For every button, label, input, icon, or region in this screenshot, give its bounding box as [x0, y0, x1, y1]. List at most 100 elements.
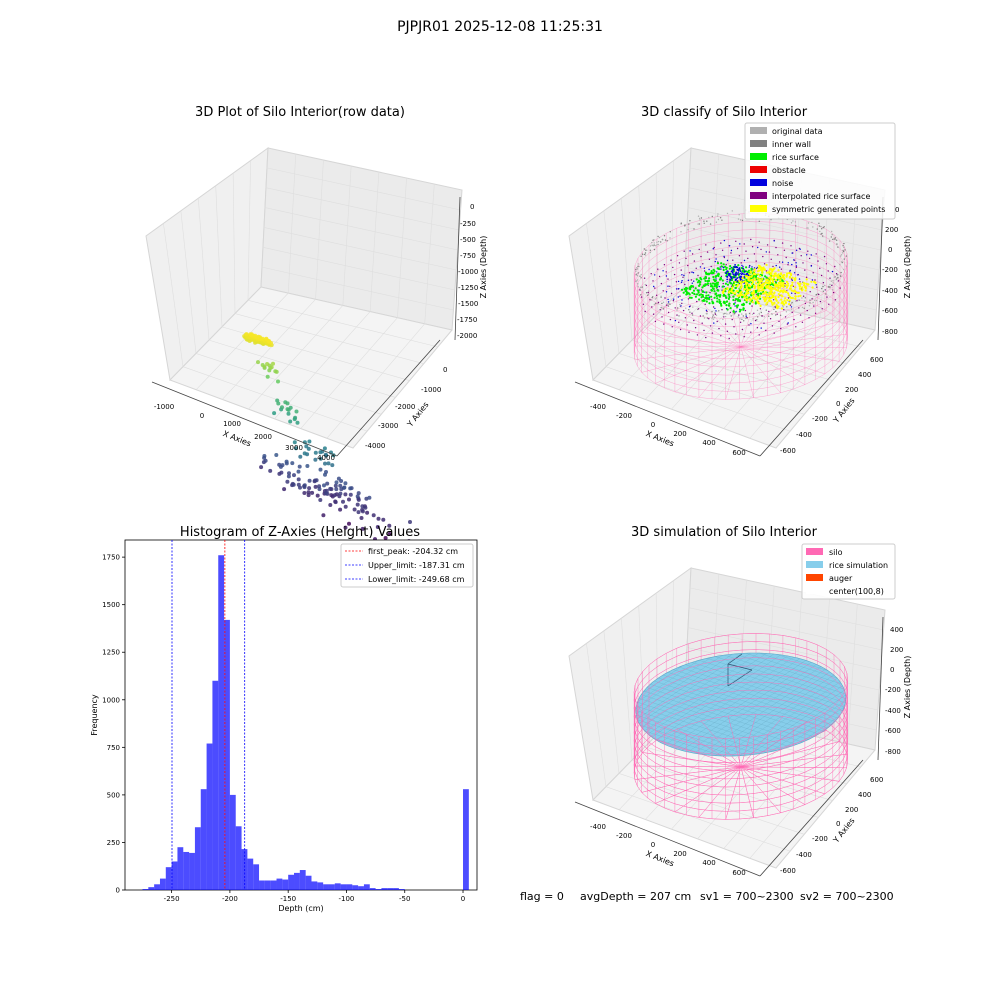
- raw-data-point: [321, 513, 326, 518]
- classify-symmetric-point: [758, 278, 761, 281]
- raw-data-point: [288, 419, 293, 424]
- classify-interpolated-point: [828, 303, 830, 305]
- classify-symmetric-point: [760, 286, 763, 289]
- classify-interpolated-point: [667, 278, 669, 280]
- classify-interpolated-point: [665, 271, 667, 273]
- raw-data-point: [265, 362, 270, 366]
- classify-interpolated-point: [710, 265, 712, 268]
- histogram-plot-area: [124, 539, 478, 891]
- raw-y-tick: -1000: [421, 386, 441, 394]
- classify-interpolated-point: [711, 299, 713, 301]
- histogram-bar: [154, 884, 160, 890]
- raw-data-point: [307, 478, 312, 483]
- classify-interpolated-point: [655, 294, 658, 296]
- histogram-bar: [398, 889, 405, 890]
- classify-wall-point: [715, 221, 718, 223]
- classify-interpolated-point: [746, 317, 748, 319]
- raw-data-point: [336, 476, 341, 481]
- classify-noise-point: [741, 272, 744, 275]
- histogram-x-tick-label: -200: [222, 895, 238, 903]
- classify-interpolated-point: [679, 328, 682, 331]
- classify-noise-point: [653, 285, 655, 288]
- classify-interpolated-point: [688, 331, 690, 333]
- classify-interpolated-point: [735, 333, 737, 335]
- classify-wall-point: [635, 280, 637, 283]
- classify-noise-point: [743, 276, 746, 278]
- legend-label: silo: [829, 548, 843, 557]
- classify-interpolated-point: [796, 300, 798, 302]
- classify-wall-point: [652, 296, 654, 298]
- classify-symmetric-point: [766, 296, 769, 299]
- classify-symmetric-point: [781, 284, 784, 287]
- classify-wall-point: [705, 312, 708, 315]
- classify-interpolated-point: [652, 313, 655, 315]
- classify-noise-point: [798, 278, 801, 280]
- classify-interpolated-point: [672, 300, 675, 302]
- classify-wall-point: [641, 286, 643, 288]
- classify-interpolated-point: [695, 267, 697, 269]
- classify-wall-point: [839, 255, 842, 257]
- simulation-z-tick: -800: [885, 748, 901, 756]
- classify-symmetric-point: [739, 294, 742, 297]
- classify-wall-point: [841, 252, 844, 254]
- histogram-legend: first_peak: -204.32 cm Upper_limit: -187…: [340, 543, 474, 588]
- classify-symmetric-point: [730, 288, 733, 291]
- classify-wall-point: [637, 272, 639, 274]
- silo-floor-spoke: [700, 300, 742, 348]
- classify-noise-point: [725, 272, 727, 274]
- classify-panel-title: 3D classify of Silo Interior: [641, 105, 808, 120]
- classify-wall-point: [765, 309, 767, 311]
- classify-rice-point: [732, 298, 735, 302]
- classify-noise-point: [674, 319, 677, 322]
- classify-rice-point: [708, 277, 711, 280]
- classify-noise-point: [831, 270, 834, 273]
- histogram-bar: [183, 851, 190, 890]
- classify-interpolated-point: [726, 330, 729, 332]
- simulation-z-tick: -400: [885, 707, 901, 715]
- legend-label: first_peak: -204.32 cm: [368, 547, 458, 556]
- wall-gridline: [586, 643, 607, 787]
- simulation-x-tick: 0: [651, 841, 655, 849]
- classify-interpolated-point: [721, 249, 724, 251]
- classify-interpolated-point: [778, 261, 781, 263]
- classify-rice-point: [729, 307, 732, 310]
- classify-wall-point: [721, 219, 723, 221]
- classify-wall-point: [669, 303, 671, 305]
- classify-symmetric-point: [772, 292, 776, 295]
- classify-rice-point: [716, 297, 719, 300]
- raw-x-tick: -1000: [154, 403, 174, 411]
- classify-noise-point: [736, 268, 739, 271]
- classify-wall-point: [649, 245, 652, 247]
- classify-rice-point: [712, 271, 715, 275]
- classify-wall-point: [711, 311, 713, 313]
- classify-wall-point: [654, 298, 656, 300]
- classify-interpolated-point: [775, 246, 777, 249]
- classify-wall-point: [679, 303, 681, 306]
- raw-data-point: [328, 486, 333, 491]
- classify-wall-point: [677, 307, 679, 309]
- classify-wall-point: [702, 315, 704, 317]
- classify-interpolated-point: [711, 332, 714, 334]
- classify-rice-point: [722, 268, 725, 272]
- raw-data-point: [318, 498, 323, 502]
- classify-symmetric-point: [784, 284, 788, 287]
- classify-wall-point: [819, 230, 821, 233]
- classify-symmetric-point: [740, 284, 743, 287]
- raw-data-point: [295, 420, 300, 425]
- histogram-bar: [177, 847, 184, 890]
- classify-z-tick-top: 0: [895, 206, 899, 214]
- classify-wall-point: [840, 275, 842, 277]
- classify-wall-point: [647, 290, 650, 292]
- classify-rice-point: [729, 265, 732, 268]
- classify-interpolated-point: [720, 242, 722, 244]
- legend-label: original data: [772, 127, 823, 136]
- classify-symmetric-point: [774, 297, 777, 300]
- raw-data-point: [325, 481, 330, 486]
- wall-gridline: [369, 171, 380, 312]
- raw-x-axis-label: X Axies: [222, 429, 253, 448]
- classify-wall-point: [644, 252, 647, 254]
- classify-symmetric-point: [797, 295, 800, 298]
- classify-wall-point: [829, 283, 831, 286]
- classify-rice-point: [710, 295, 713, 298]
- floor-gridline: [631, 759, 819, 818]
